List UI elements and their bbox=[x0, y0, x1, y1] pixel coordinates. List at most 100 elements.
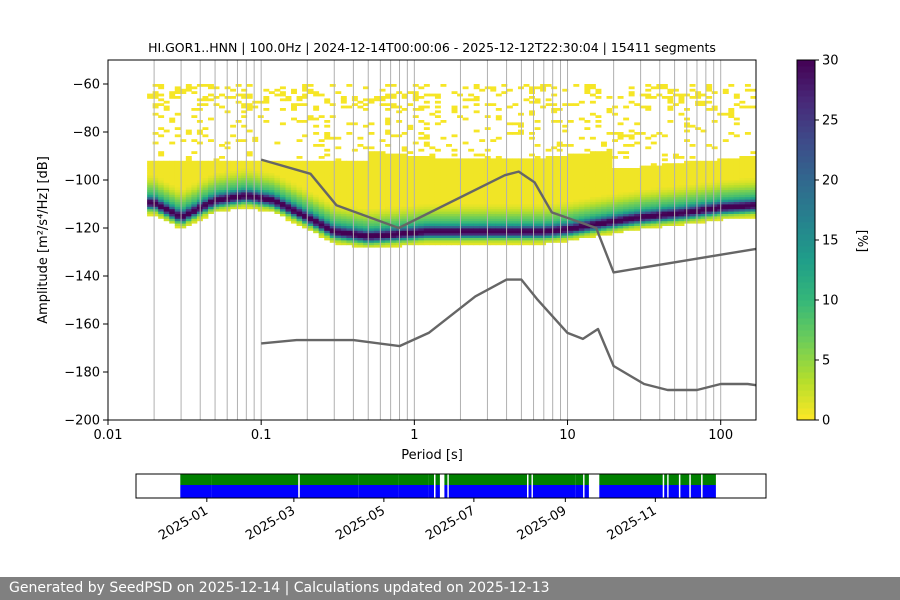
heatmap-cell bbox=[268, 163, 275, 166]
heatmap-cell bbox=[490, 163, 497, 166]
colorbar-segment bbox=[797, 240, 815, 247]
heatmap-cell bbox=[462, 216, 469, 219]
heatmap-cell bbox=[462, 180, 469, 183]
timeline-available-segment bbox=[584, 474, 589, 485]
heatmap-cell bbox=[512, 199, 519, 202]
heatmap-cell bbox=[711, 170, 718, 174]
heatmap-cell bbox=[401, 196, 408, 200]
heatmap-cell bbox=[678, 223, 685, 226]
heatmap-cell bbox=[451, 201, 458, 205]
heatmap-cell bbox=[506, 218, 513, 222]
heatmap-cell bbox=[263, 172, 270, 176]
heatmap-cell bbox=[556, 240, 563, 243]
heatmap-cell bbox=[163, 211, 170, 214]
colorbar-segment bbox=[797, 60, 815, 67]
heatmap-cell bbox=[645, 175, 652, 178]
x-axis-label: Period [s] bbox=[401, 448, 463, 463]
heatmap-cell bbox=[279, 175, 286, 178]
heatmap-cell bbox=[645, 218, 652, 222]
heatmap-cell bbox=[479, 194, 486, 198]
heatmap-cell bbox=[601, 208, 607, 212]
heatmap-cell bbox=[219, 206, 225, 210]
heatmap-cell bbox=[434, 115, 441, 118]
heatmap-cell bbox=[700, 180, 707, 183]
heatmap-cell bbox=[374, 184, 380, 188]
y-tick-label: −100 bbox=[64, 174, 100, 189]
heatmap-cell bbox=[667, 206, 674, 210]
heatmap-cell bbox=[324, 211, 331, 214]
heatmap-cell bbox=[340, 187, 347, 190]
heatmap-cell bbox=[418, 194, 425, 198]
heatmap-cell bbox=[235, 192, 242, 195]
heatmap-cell bbox=[578, 153, 585, 157]
heatmap-cell bbox=[733, 213, 740, 217]
heatmap-cell bbox=[490, 204, 497, 207]
heatmap-cell bbox=[335, 168, 342, 171]
heatmap-cell bbox=[235, 168, 242, 171]
heatmap-cell bbox=[324, 165, 331, 169]
heatmap-cell bbox=[529, 86, 535, 90]
heatmap-cell bbox=[534, 127, 541, 130]
heatmap-cell bbox=[152, 132, 159, 135]
heatmap-cell bbox=[512, 201, 519, 205]
heatmap-cell bbox=[446, 240, 452, 243]
heatmap-cell bbox=[268, 177, 275, 181]
heatmap-cell bbox=[667, 199, 674, 202]
heatmap-cell bbox=[617, 208, 624, 212]
heatmap-cell bbox=[202, 194, 209, 198]
heatmap-cell bbox=[501, 160, 508, 164]
colorbar-segment bbox=[797, 318, 815, 325]
heatmap-cell bbox=[584, 180, 591, 183]
heatmap-cell bbox=[335, 196, 342, 200]
heatmap-cell bbox=[385, 129, 392, 133]
heatmap-cell bbox=[501, 232, 508, 236]
heatmap-cell bbox=[728, 194, 735, 198]
heatmap-cell bbox=[368, 98, 375, 102]
heatmap-cell bbox=[423, 100, 430, 104]
heatmap-cell bbox=[750, 175, 757, 178]
heatmap-cell bbox=[185, 129, 192, 133]
heatmap-cell bbox=[174, 225, 181, 229]
heatmap-cell bbox=[617, 225, 624, 229]
heatmap-cell bbox=[318, 218, 325, 222]
heatmap-cell bbox=[540, 242, 547, 246]
heatmap-cell bbox=[246, 182, 253, 186]
heatmap-cell bbox=[412, 189, 419, 193]
heatmap-cell bbox=[540, 218, 547, 222]
heatmap-cell bbox=[174, 223, 181, 226]
heatmap-cell bbox=[390, 134, 397, 138]
heatmap-cell bbox=[739, 196, 746, 200]
heatmap-cell bbox=[479, 223, 486, 226]
heatmap-cell bbox=[595, 196, 602, 200]
heatmap-cell bbox=[672, 223, 679, 226]
heatmap-cell bbox=[700, 100, 707, 104]
heatmap-cell bbox=[612, 223, 619, 226]
heatmap-cell bbox=[412, 96, 419, 99]
heatmap-cell bbox=[401, 211, 408, 214]
heatmap-cell bbox=[412, 199, 419, 202]
heatmap-cell bbox=[706, 192, 713, 195]
heatmap-cell bbox=[207, 194, 214, 198]
heatmap-cell bbox=[235, 120, 242, 123]
heatmap-cell bbox=[307, 165, 314, 169]
heatmap-cell bbox=[329, 204, 336, 207]
heatmap-cell bbox=[700, 172, 707, 176]
heatmap-cell bbox=[711, 146, 718, 150]
heatmap-cell bbox=[733, 170, 740, 174]
heatmap-cell bbox=[429, 232, 436, 236]
heatmap-cell bbox=[207, 170, 214, 174]
heatmap-cell bbox=[667, 208, 674, 212]
heatmap-cell bbox=[230, 88, 237, 92]
heatmap-cell bbox=[279, 213, 286, 217]
heatmap-cell bbox=[252, 192, 259, 195]
heatmap-cell bbox=[340, 194, 347, 198]
heatmap-cell bbox=[241, 110, 248, 114]
heatmap-cell bbox=[329, 216, 336, 219]
heatmap-cell bbox=[351, 228, 358, 231]
heatmap-cell bbox=[390, 242, 397, 246]
heatmap-cell bbox=[512, 180, 519, 183]
heatmap-cell bbox=[689, 208, 696, 212]
heatmap-cell bbox=[573, 156, 580, 159]
heatmap-cell bbox=[412, 201, 419, 205]
heatmap-cell bbox=[617, 194, 624, 198]
